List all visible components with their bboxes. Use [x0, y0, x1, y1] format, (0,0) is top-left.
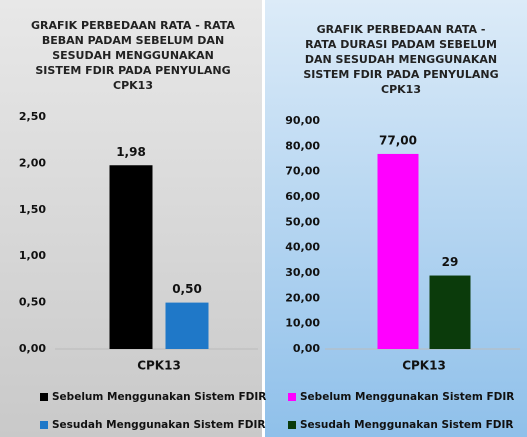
- y-tick-label: 10,00: [285, 317, 320, 330]
- data-label: 1,98: [116, 145, 146, 159]
- y-tick-label: 40,00: [285, 241, 320, 254]
- y-tick-label: 0,50: [19, 296, 46, 309]
- y-tick-label: 80,00: [285, 139, 320, 152]
- y-tick-label: 1,50: [19, 203, 46, 216]
- y-tick-label: 30,00: [285, 266, 320, 279]
- legend-swatch: [288, 421, 296, 429]
- y-tick-label: 2,50: [19, 110, 46, 123]
- y-tick-label: 50,00: [285, 215, 320, 228]
- bar: [377, 153, 419, 349]
- legend-label: Sebelum Menggunakan Sistem FDIR: [52, 391, 266, 403]
- bar: [165, 302, 209, 349]
- data-label: 0,50: [172, 282, 202, 296]
- chart-title: GRAFIK PERBEDAAN RATA - RATA BEBAN PADAM…: [31, 19, 235, 92]
- y-tick-label: 20,00: [285, 291, 320, 304]
- y-tick-label: 70,00: [285, 165, 320, 178]
- x-tick-label: CPK13: [137, 359, 181, 373]
- chart-title: GRAFIK PERBEDAAN RATA - RATA DURASI PADA…: [303, 23, 499, 96]
- bar: [109, 165, 153, 349]
- legend-swatch: [40, 393, 48, 401]
- data-label: 29: [442, 255, 459, 269]
- data-label: 77,00: [379, 133, 417, 147]
- legend-label: Sebelum Menggunakan Sistem FDIR: [300, 391, 514, 403]
- y-tick-label: 1,00: [19, 249, 46, 262]
- y-tick-label: 0,00: [293, 342, 320, 355]
- legend-label: Sesudah Menggunakan Sistem FDIR: [52, 419, 265, 431]
- bar: [429, 275, 471, 349]
- legend-label: Sesudah Menggunakan Sistem FDIR: [300, 419, 513, 431]
- y-tick-label: 60,00: [285, 190, 320, 203]
- panel-left: GRAFIK PERBEDAAN RATA - RATA BEBAN PADAM…: [0, 0, 262, 437]
- x-tick-label: CPK13: [402, 359, 446, 373]
- y-tick-label: 2,00: [19, 156, 46, 169]
- legend-swatch: [40, 421, 48, 429]
- y-tick-label: 90,00: [285, 114, 320, 127]
- y-tick-label: 0,00: [19, 342, 46, 355]
- legend-swatch: [288, 393, 296, 401]
